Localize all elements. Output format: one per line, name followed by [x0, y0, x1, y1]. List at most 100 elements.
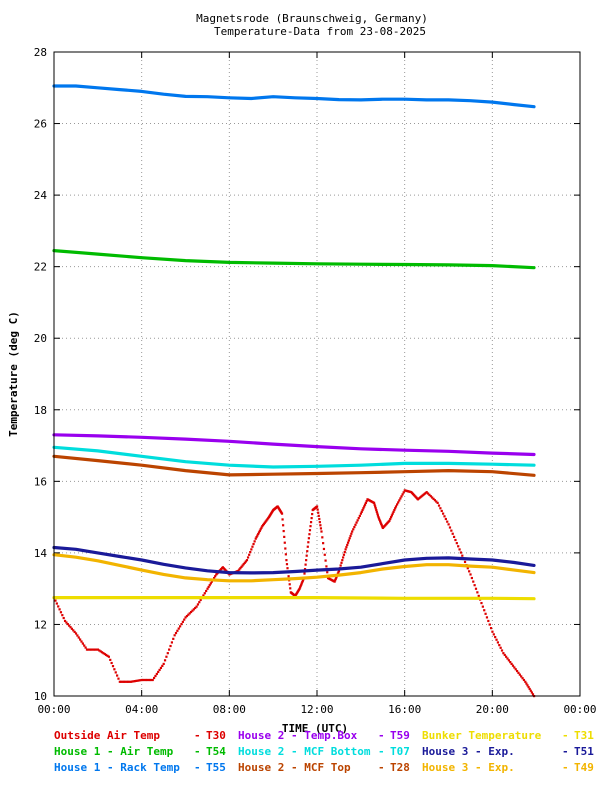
series-t30 [53, 489, 536, 698]
legend-name: House 3 - Exp. [422, 761, 515, 774]
data-point [372, 501, 376, 504]
y-tick-label: 26 [34, 118, 47, 131]
data-point [264, 520, 267, 523]
data-point [162, 662, 165, 665]
data-point [181, 620, 184, 623]
legend-dash: - [378, 761, 385, 774]
series-line [52, 445, 536, 469]
data-point [194, 606, 197, 610]
data-point [281, 518, 284, 521]
data-point [184, 616, 187, 619]
legend-entry: Bunker Temperature - T31 [422, 729, 594, 742]
data-point [357, 517, 360, 520]
data-point [461, 554, 464, 557]
y-tick-label: 16 [34, 475, 47, 488]
data-point [168, 648, 171, 651]
data-point [394, 507, 397, 510]
data-point [474, 587, 478, 590]
data-point [80, 640, 83, 643]
data-point [502, 652, 505, 655]
data-point [311, 512, 314, 516]
data-point [340, 561, 343, 564]
data-point [375, 508, 378, 512]
data-point [402, 491, 405, 494]
data-point [57, 605, 60, 608]
y-tick-label: 18 [34, 404, 47, 417]
data-point [147, 678, 150, 682]
data-point [374, 507, 377, 510]
data-point [283, 541, 286, 544]
x-tick-label: 20:00 [476, 703, 509, 716]
data-point [122, 680, 126, 683]
data-point [374, 505, 377, 508]
data-point [309, 525, 312, 528]
legend-code: T31 [574, 729, 594, 742]
data-point [98, 649, 101, 652]
data-point [451, 532, 454, 535]
legend-name: Outside Air Temp [54, 729, 160, 742]
data-point [342, 553, 346, 556]
series-line [52, 454, 536, 477]
data-point [118, 680, 121, 683]
data-point [365, 500, 368, 503]
data-point [483, 609, 486, 612]
data-point [301, 579, 304, 582]
data-point [317, 514, 320, 517]
data-point [393, 508, 396, 512]
y-tick-label: 20 [34, 332, 47, 345]
data-point [324, 559, 327, 562]
data-point [209, 582, 212, 585]
data-point [379, 521, 382, 524]
data-point [105, 653, 108, 657]
data-point [152, 676, 156, 680]
data-point [116, 674, 119, 677]
data-point [110, 661, 113, 665]
data-point [77, 636, 80, 639]
data-point [447, 523, 450, 526]
data-point [174, 631, 178, 635]
data-point [426, 492, 430, 495]
data-point [166, 652, 169, 655]
data-point [481, 605, 484, 608]
data-point [187, 613, 190, 616]
data-point [491, 630, 494, 633]
data-point [189, 610, 193, 614]
series-layer [52, 84, 536, 698]
data-point [468, 570, 471, 573]
data-point [436, 501, 439, 504]
data-point [91, 648, 94, 651]
data-point [54, 599, 57, 602]
data-point [489, 627, 493, 630]
data-point [341, 559, 344, 562]
data-point [280, 512, 284, 515]
data-point [285, 559, 288, 562]
data-point [343, 550, 346, 554]
series-t59 [52, 433, 536, 457]
data-point [458, 548, 461, 551]
data-point [121, 680, 124, 683]
data-point [389, 517, 392, 521]
data-point [524, 680, 527, 683]
data-point [256, 534, 259, 537]
data-point [318, 517, 321, 521]
data-point [192, 608, 195, 611]
data-point [304, 563, 307, 566]
data-point [208, 584, 211, 587]
series-line [52, 596, 536, 601]
data-point [472, 580, 475, 583]
data-point [61, 614, 64, 617]
data-point [137, 679, 141, 682]
data-point [322, 542, 325, 545]
data-point [72, 629, 75, 632]
data-point [319, 524, 322, 527]
legend-code: T54 [206, 745, 226, 758]
data-point [305, 559, 308, 562]
data-point [179, 625, 182, 628]
legend-code: T51 [574, 745, 594, 758]
data-point [144, 678, 147, 682]
data-point [245, 559, 249, 562]
data-point [176, 629, 179, 632]
data-point [73, 630, 76, 634]
series-line [52, 84, 536, 109]
data-point [442, 512, 445, 515]
